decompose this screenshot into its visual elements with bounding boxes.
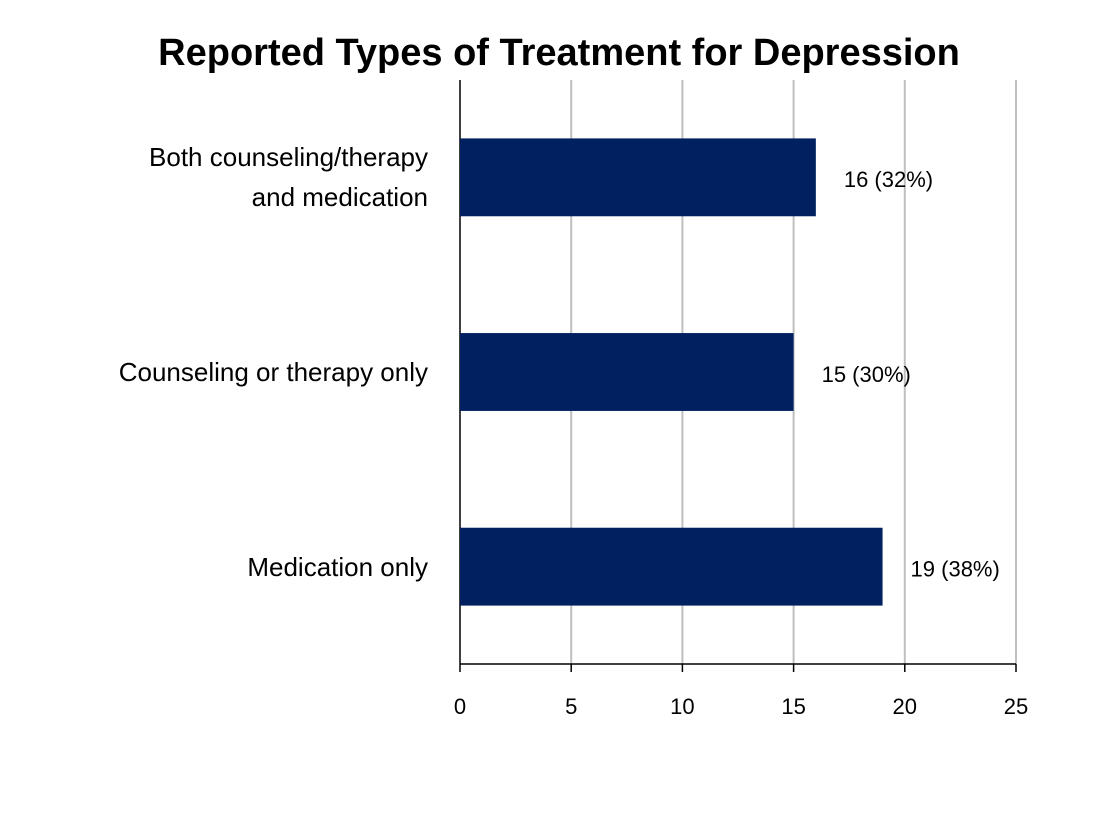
bar [460,138,816,217]
x-tick-label: 10 [670,694,694,719]
y-tick-label: Counseling or therapy only [118,357,428,387]
y-tick-label: Both counseling/therapy and medication [149,142,428,213]
bar [460,527,883,606]
value-label: 15 (30%) [822,362,911,387]
chart-title: Reported Types of Treatment for Depressi… [158,32,960,74]
y-tick-label: Medication only [247,551,428,582]
x-tick-label: 0 [454,694,466,719]
value-label: 19 (38%) [911,556,1000,581]
x-tick-label: 20 [893,694,917,719]
bar [460,333,794,411]
x-tick-label: 5 [565,694,577,719]
value-label: 16 (32%) [844,167,933,192]
x-tick-label: 15 [781,694,805,719]
x-tick-label: 25 [1004,694,1028,719]
